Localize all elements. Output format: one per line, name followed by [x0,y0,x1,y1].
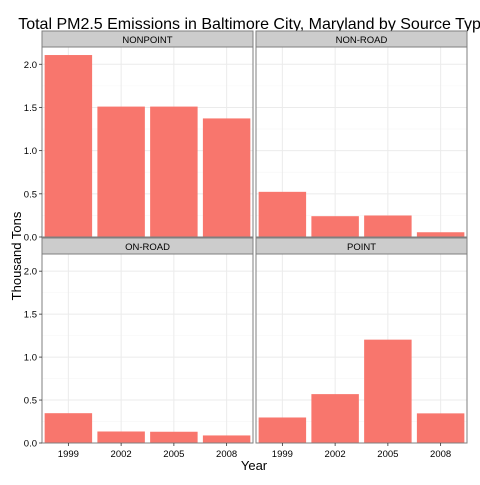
panel-background [42,254,253,443]
bar-on-road-2008 [202,435,251,443]
x-tick-label: 1999 [58,449,79,460]
x-tick-label: 2002 [325,449,346,460]
facet-panels: NONPOINT 0.0 0.5 1.0 1.5 2.0 NON-ROAD ON-ROAD 0.… [24,30,468,460]
bar-non-road-2002 [311,216,359,237]
x-tick-label: 1999 [272,449,293,460]
x-tick-label: 2002 [111,449,132,460]
y-tick-label: 1.0 [24,353,37,364]
x-tick-label: 2008 [430,449,451,460]
bar-point-1999 [258,417,307,443]
y-tick-label: 0.0 [24,439,37,450]
x-axis-label: Year [241,458,268,473]
y-tick-label: 1.0 [24,146,37,157]
bar-non-road-2008 [416,232,465,237]
y-axis-label: Thousand Tons [9,211,24,300]
bar-on-road-2002 [97,431,145,443]
y-tick-label: 1.5 [24,310,37,321]
bar-nonpoint-2008 [202,118,251,237]
facet-strip-label: NONPOINT [122,35,172,46]
facet-strip [255,30,468,48]
bar-non-road-2005 [364,215,412,237]
y-tick-label: 0.5 [24,396,37,407]
facet-panel-nonpoint: NONPOINT 0.0 0.5 1.0 1.5 2.0 [24,30,254,244]
bar-point-2002 [311,394,359,443]
facet-strip-label: POINT [347,242,376,253]
x-tick-label: 2005 [163,449,184,460]
facet-panel-on-road: ON-ROAD 0.0 0.5 1.0 1.5 2.0 1999 2002 2005 2008 [24,237,254,460]
facet-strip [255,237,468,255]
facet-strip [41,30,254,48]
bar-on-road-1999 [44,413,93,443]
x-tick-label: 2008 [216,449,237,460]
bar-nonpoint-2002 [97,106,145,237]
facet-panel-point: POINT 1999 2002 2005 2008 [255,237,468,460]
panel-background [256,254,467,443]
y-tick-label: 2.0 [24,267,37,278]
bar-point-2005 [364,339,412,443]
facet-strip [41,237,254,255]
y-tick-label: 0.5 [24,189,37,200]
bar-point-2008 [416,413,465,443]
bar-on-road-2005 [150,431,198,443]
y-tick-label: 1.5 [24,103,37,114]
x-tick-label: 2005 [377,449,398,460]
chart-title: Total PM2.5 Emissions in Baltimore City,… [18,16,480,33]
y-tick-label: 0.0 [24,233,37,244]
bar-nonpoint-2005 [150,106,198,237]
facet-panel-non-road: NON-ROAD [255,30,468,238]
bar-non-road-1999 [258,191,307,237]
y-tick-label: 2.0 [24,60,37,71]
facet-strip-label: ON-ROAD [125,242,170,253]
facet-strip-label: NON-ROAD [336,35,388,46]
bar-nonpoint-1999 [44,55,93,238]
